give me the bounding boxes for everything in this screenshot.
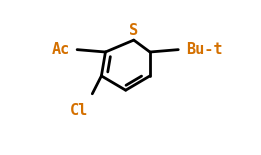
Text: S: S	[129, 23, 138, 38]
Text: Cl: Cl	[70, 103, 88, 118]
Text: Ac: Ac	[52, 42, 70, 57]
Text: Bu-t: Bu-t	[186, 42, 223, 57]
